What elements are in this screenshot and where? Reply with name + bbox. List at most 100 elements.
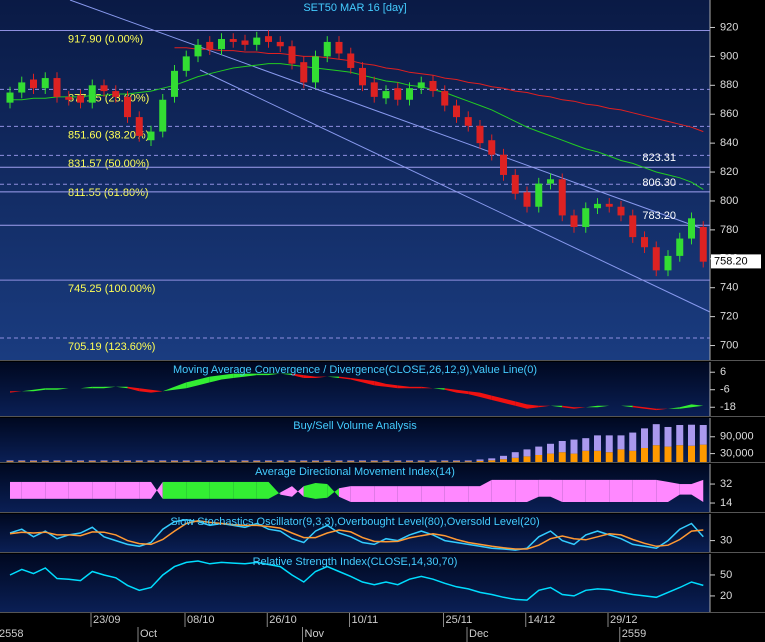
band-fill [280,373,292,376]
band-fill [527,404,539,409]
candle-body [688,218,695,239]
volume-bar [41,460,49,462]
volume-bar [41,461,49,462]
band-fill [127,481,140,499]
volume-bar [335,460,343,462]
volume-bar [88,460,96,462]
band-fill [268,481,281,499]
volume-bar [441,461,449,462]
band-fill [609,479,621,502]
volume-bar [65,461,73,462]
candle-body [629,215,637,238]
band-fill [456,486,469,502]
band-fill [151,389,163,393]
candle-body [417,82,425,89]
volume-bar [382,461,390,462]
volume-bar [511,452,519,458]
volume-bar [30,460,37,462]
band-fill [186,481,198,499]
candle-body [652,247,660,271]
volume-bar [664,426,672,447]
band-fill [362,379,375,386]
volume-bar [453,461,460,462]
candle-body [135,117,143,136]
band-fill [550,405,563,408]
volume-bar [312,461,319,462]
volume-bar [617,435,625,450]
period-label: 2559 [622,628,646,640]
band-fill [350,486,363,502]
band-fill [538,479,551,497]
band-fill [10,481,22,499]
band-fill [480,479,492,502]
band-fill [92,481,104,499]
band-fill [233,373,245,379]
band-fill [480,392,492,400]
moving-average [174,47,704,133]
x-tick-label: 10/11 [352,614,379,626]
volume-bar [406,461,413,462]
band-fill [162,386,175,392]
candle-body [500,154,507,175]
x-tick-label: 23/09 [93,614,121,626]
candle-body [523,192,531,207]
band-fill [421,486,433,502]
candle-body [288,46,296,64]
x-tick-label: 14/12 [528,614,556,626]
last-price-label: 758.20 [714,255,748,267]
volume-bar [547,453,554,462]
volume-bar [370,461,378,462]
candle-body [441,91,449,106]
candle-body [394,88,402,100]
band-fill [503,398,516,406]
period-label: 2558 [0,628,23,640]
band-fill [562,405,574,409]
band-fill [585,479,598,502]
volume-bar [147,461,155,462]
volume-bar [112,461,120,462]
candle-body [511,174,519,194]
band-fill [433,388,445,390]
band-fill [562,479,574,502]
volume-bar [347,460,355,462]
volume-bar [124,461,131,462]
y-tick-label: 30 [720,535,732,547]
volume-bar [206,460,214,462]
volume-bar [124,460,131,462]
candle-body [382,91,390,99]
band-fill [92,386,104,389]
volume-bar [135,461,143,462]
band-fill [45,388,57,390]
volume-bar [417,460,425,462]
y-tick-label: 860 [720,108,738,120]
candle-body [676,238,684,256]
band-fill [362,486,375,502]
candle-body [182,56,190,71]
x-tick-label: 29/12 [610,614,638,626]
volume-bar [605,435,613,453]
y-tick-label: 14 [720,497,732,509]
band-fill [68,481,81,499]
trend-line [199,69,711,313]
band-fill [409,486,422,502]
candle-body [6,92,14,103]
volume-bar [218,461,225,462]
candle-body [359,67,366,86]
volume-bar [429,461,437,462]
candle-body [147,131,155,141]
candle-body [370,82,378,97]
candle-body [124,96,131,118]
volume-bar [77,460,84,462]
y-tick-label: 740 [720,282,738,294]
candle-body [229,39,237,42]
candle-body [464,117,472,126]
band-fill [10,391,22,393]
band-fill [233,481,245,499]
volume-bar [100,461,108,462]
band-fill [621,405,633,408]
volume-bar [265,461,272,462]
volume-bar [582,438,590,451]
panel-title: Average Directional Movement Index(14) [255,466,455,478]
band-fill [327,376,339,379]
band-fill [303,482,316,499]
